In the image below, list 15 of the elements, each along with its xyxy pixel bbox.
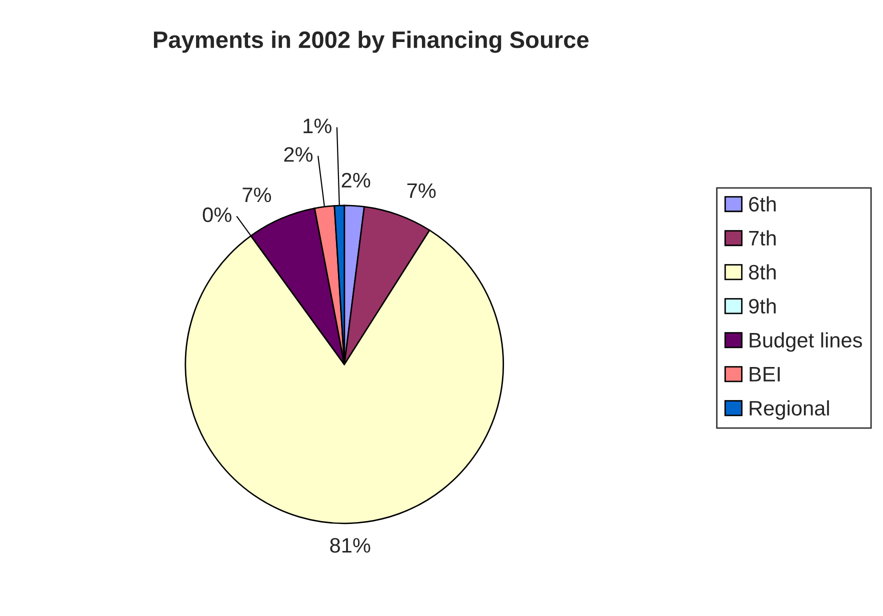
data-label: 1% — [304, 118, 332, 134]
data-label: 7% — [407, 183, 436, 198]
legend-label: Regional — [750, 400, 829, 420]
legend-label: Budget lines — [750, 332, 862, 352]
data-label: 81% — [330, 538, 370, 553]
legend-label: 7th — [749, 230, 776, 246]
data-label: 2% — [284, 147, 313, 162]
data-label: 2% — [342, 172, 370, 188]
legend-label: 9th — [749, 298, 776, 314]
legend-label: 6th — [749, 196, 776, 212]
legend-label: BEI — [750, 367, 780, 382]
chart-title: Payments in 2002 by Financing Source — [154, 30, 589, 53]
legend-label: 8th — [748, 264, 776, 280]
data-label: 7% — [242, 188, 272, 202]
text: 0% — [202, 207, 232, 222]
